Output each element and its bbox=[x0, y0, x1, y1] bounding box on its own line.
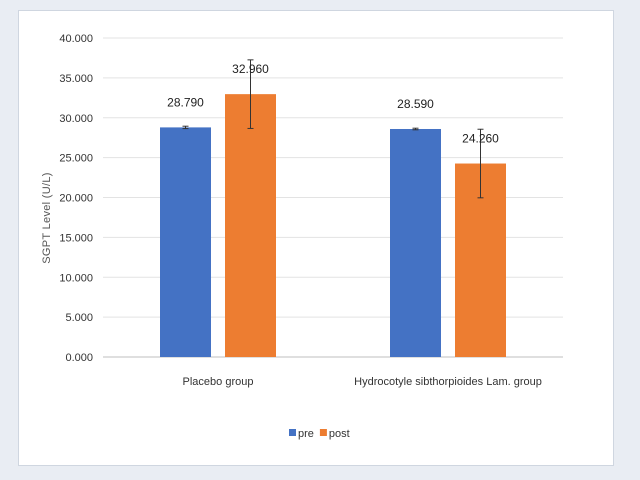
legend-label-post: post bbox=[329, 428, 350, 440]
category-label: Placebo group bbox=[183, 376, 254, 388]
chart-panel bbox=[18, 10, 614, 466]
y-tick-label: 30.000 bbox=[59, 113, 93, 125]
y-tick-label: 15.000 bbox=[59, 232, 93, 244]
y-tick-label: 0.000 bbox=[65, 352, 93, 364]
legend-label-pre: pre bbox=[298, 428, 314, 440]
y-tick-label: 10.000 bbox=[59, 272, 93, 284]
x-axis-categories: Placebo group Hydrocotyle sibthorpioides … bbox=[183, 376, 542, 388]
y-tick-label: 40.000 bbox=[59, 33, 93, 45]
y-axis-ticks: 0.000 5.000 10.000 15.000 20.000 25.000 30.000… bbox=[59, 33, 93, 364]
y-axis-label: SGPT Level (U/L) bbox=[41, 172, 53, 263]
y-tick-label: 25.000 bbox=[59, 153, 93, 165]
category-label: Hydrocotyle sibthorpioides Lam. group bbox=[354, 376, 542, 388]
data-label: 28.590 bbox=[397, 97, 434, 111]
y-tick-label: 35.000 bbox=[59, 73, 93, 85]
legend-swatch-post bbox=[319, 429, 327, 436]
bar-post-0 bbox=[225, 94, 276, 358]
data-label: 24.260 bbox=[462, 132, 499, 146]
y-tick-label: 20.000 bbox=[59, 193, 93, 205]
data-label: 32.960 bbox=[232, 62, 269, 76]
legend: pre post bbox=[289, 428, 350, 440]
y-tick-label: 5.000 bbox=[65, 312, 93, 324]
data-label: 28.790 bbox=[167, 95, 204, 109]
bar-pre-0 bbox=[160, 127, 211, 357]
legend-swatch-pre bbox=[289, 429, 296, 436]
bar-pre-1 bbox=[390, 128, 441, 357]
bars: 28.790 32.960 28.590 24.260 bbox=[160, 59, 506, 358]
